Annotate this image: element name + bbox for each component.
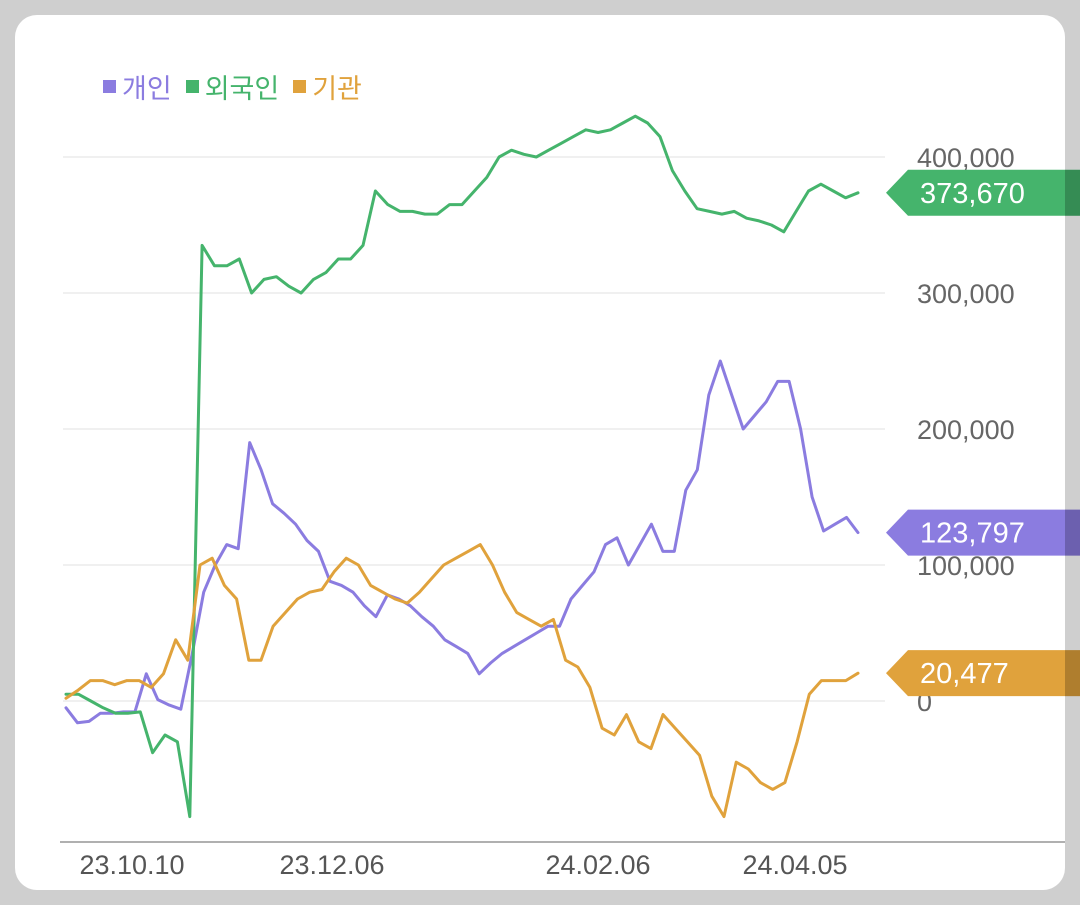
y-tick-label: 100,000 — [917, 551, 1015, 581]
y-tick-label: 400,000 — [917, 143, 1015, 173]
legend-swatch-institution — [293, 80, 307, 93]
x-tick-label: 23.10.10 — [79, 850, 184, 880]
x-tick-label: 24.02.06 — [545, 850, 650, 880]
badge-edge — [1065, 169, 1080, 216]
legend: 개인 외국인 기관 — [103, 67, 362, 106]
legend-label-institution: 기관 — [312, 74, 362, 105]
foreign-value-badge — [886, 169, 1080, 216]
badge-value-label: 373,670 — [920, 178, 1025, 210]
foreign-line — [64, 114, 860, 819]
legend-item-individual[interactable]: 개인 — [103, 67, 172, 106]
individual-value-badge — [886, 509, 1080, 556]
y-tick-label: 200,000 — [917, 415, 1015, 445]
x-tick-label: 24.04.05 — [742, 850, 847, 880]
individual-line — [64, 359, 860, 725]
institution-line — [64, 543, 860, 819]
badge-edge — [1065, 509, 1080, 556]
legend-swatch-foreign — [185, 80, 199, 93]
badge-value-label: 123,797 — [920, 518, 1025, 550]
badge-edge — [1065, 650, 1080, 697]
y-tick-label: 300,000 — [917, 279, 1015, 309]
legend-label-foreign: 외국인 — [204, 74, 280, 105]
legend-label-individual: 개인 — [122, 74, 172, 105]
legend-item-institution[interactable]: 기관 — [293, 67, 362, 106]
legend-swatch-individual — [103, 80, 116, 93]
x-tick-label: 23.12.06 — [279, 850, 384, 880]
legend-item-foreign[interactable]: 외국인 — [185, 67, 280, 106]
institution-value-badge — [886, 650, 1080, 697]
badge-value-label: 20,477 — [920, 658, 1009, 690]
